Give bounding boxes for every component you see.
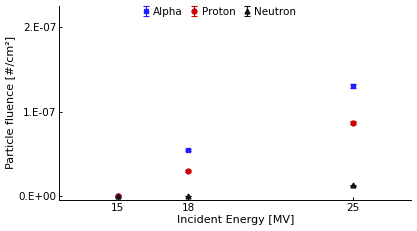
Legend: Alpha, Proton, Neutron: Alpha, Proton, Neutron — [142, 7, 296, 17]
X-axis label: Incident Energy [MV]: Incident Energy [MV] — [176, 216, 294, 225]
Y-axis label: Particle fluence [#/cm²]: Particle fluence [#/cm²] — [5, 36, 15, 169]
